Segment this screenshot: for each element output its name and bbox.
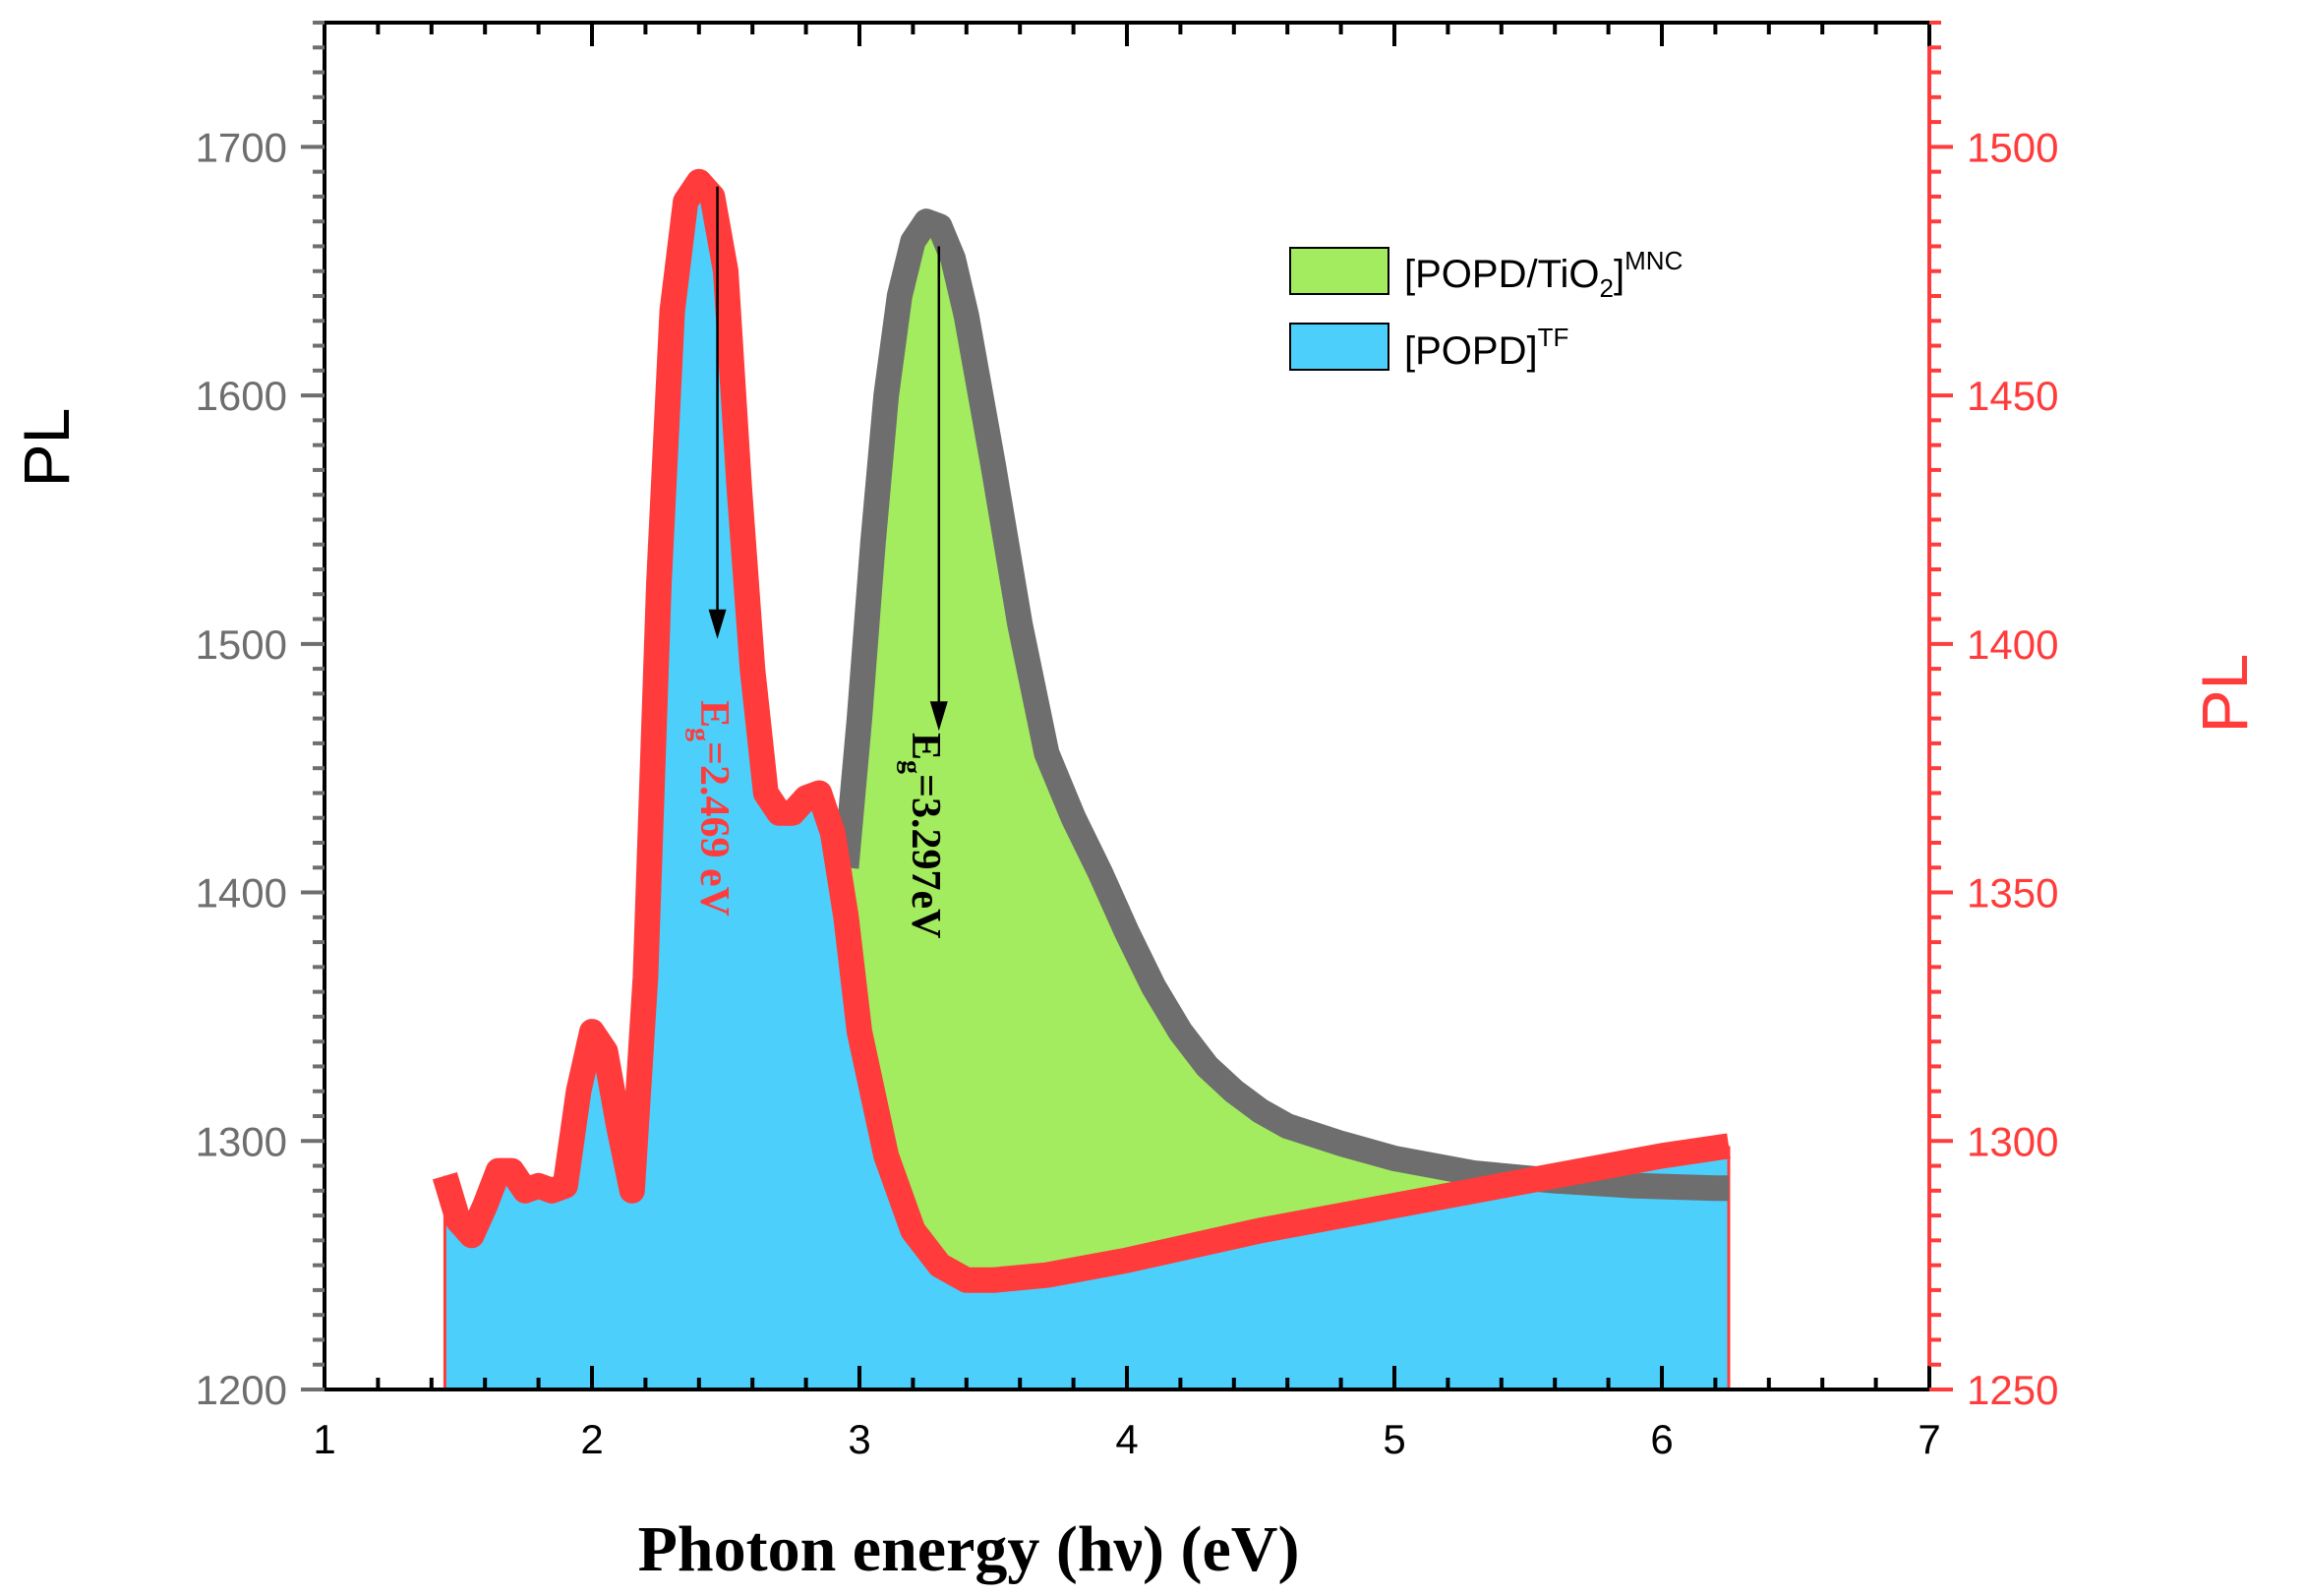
anno-black-prefix: E	[903, 733, 948, 760]
legend-swatch-green	[1289, 247, 1389, 295]
x-axis-title: Photon energy (hν) (eV)	[638, 1513, 1300, 1585]
legend: [POPD/TiO2]MNC [POPD]TF	[1289, 246, 1683, 373]
x-tick-label: 3	[848, 1416, 870, 1462]
anno-red-text: =2.469 eV	[691, 741, 737, 916]
legend-blue-main: [POPD]	[1404, 329, 1538, 373]
y-left-tick-label: 1700	[196, 124, 287, 170]
series-lines	[432, 168, 1731, 1293]
annotation-arrowhead-0	[708, 609, 727, 639]
legend-green-sup: MNC	[1625, 246, 1683, 275]
y-right-tick-label: 1500	[1967, 124, 2058, 170]
y-right-tick-label: 1300	[1967, 1118, 2058, 1164]
y-right-tick-label: 1250	[1967, 1367, 2058, 1413]
legend-green-sub: 2	[1600, 273, 1614, 303]
legend-green-close: ]	[1614, 253, 1625, 296]
axes	[301, 21, 1953, 1391]
annotation-label-red: Eg=2.469 eV	[684, 700, 737, 916]
legend-green-main: [POPD/TiO	[1404, 253, 1600, 296]
svg-text:Eg=3.297eV: Eg=3.297eV	[896, 733, 948, 938]
tick-labels: 1 2 3 4 5 6 7 1200 1300 1400 1500 1600 1700 1250 1300 1…	[196, 124, 2059, 1462]
legend-swatch-blue	[1289, 323, 1389, 371]
anno-red-prefix: E	[691, 700, 737, 728]
legend-label-green: [POPD/TiO2]MNC	[1404, 246, 1683, 303]
series-line-popd-tio2	[833, 208, 1729, 1202]
legend-blue-sup: TF	[1538, 323, 1569, 352]
y-right-tick-label: 1400	[1967, 621, 2058, 668]
y-left-tick-label: 1500	[196, 621, 287, 668]
anno-red-sub: g	[684, 728, 715, 741]
legend-label-blue: [POPD]TF	[1404, 323, 1568, 373]
x-tick-label: 4	[1115, 1416, 1138, 1462]
y-axis-title-left: PL	[10, 408, 83, 488]
y-left-tick-label: 1400	[196, 870, 287, 916]
anno-black-text: =3.297eV	[903, 774, 948, 938]
y-right-tick-label: 1350	[1967, 870, 2058, 916]
y-axis-title-right: PL	[2188, 654, 2261, 734]
x-tick-label: 1	[313, 1416, 335, 1462]
y-left-tick-label: 1200	[196, 1367, 287, 1413]
annotations	[708, 186, 948, 732]
y-right-tick-label: 1450	[1967, 373, 2058, 419]
annotation-arrowhead-1	[929, 701, 948, 732]
x-tick-label: 2	[580, 1416, 603, 1462]
svg-text:Eg=2.469 eV: Eg=2.469 eV	[684, 700, 737, 916]
green-area-fill	[846, 221, 1716, 1280]
x-tick-label: 5	[1383, 1416, 1405, 1462]
annotation-label-black: Eg=3.297eV	[896, 733, 948, 938]
x-tick-label: 7	[1918, 1416, 1940, 1462]
series-line-popd	[432, 168, 1731, 1293]
x-tick-label: 6	[1650, 1416, 1673, 1462]
y-left-tick-label: 1300	[196, 1118, 287, 1164]
y-left-tick-label: 1600	[196, 373, 287, 419]
blue-area-fill	[444, 181, 1729, 1390]
anno-black-sub: g	[896, 760, 926, 774]
